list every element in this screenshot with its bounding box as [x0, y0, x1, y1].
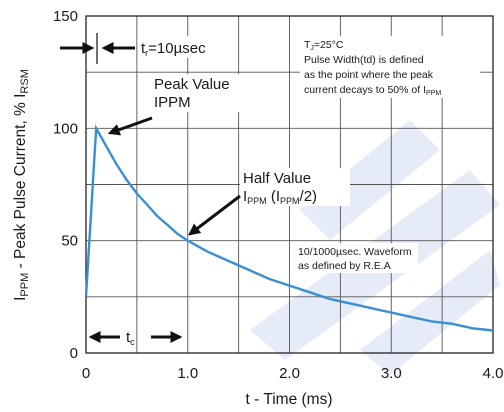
tc-main: t [126, 329, 131, 346]
x-tick-label: 4.0 [483, 365, 504, 382]
conditions-note: TJ=25°C Pulse Width(td) is defined as th… [300, 36, 480, 98]
note-line1: Pulse Width(td) is defined [304, 54, 424, 66]
y-axis-label: IPPM - Peak Pulse Current, % IRSM [12, 69, 31, 301]
y-axis-label-sub: PPM [19, 273, 31, 297]
y-tick-labels: 0 50 100 150 [53, 8, 78, 362]
waveform-note: 10/1000µsec. Waveform as defined by R.E.… [296, 243, 418, 273]
note-line2: as the point where the peak [304, 69, 434, 81]
wave-line2: as defined by R.E.A [298, 260, 391, 272]
svg-text:IPPM (IPPM/2): IPPM (IPPM/2) [243, 188, 317, 206]
note-line3-sub: PPM [426, 90, 441, 97]
y-axis-label-sub2: RSM [19, 69, 31, 93]
y-tick-label: 50 [61, 233, 78, 250]
rise-time-annotation: tr=10µsec [60, 33, 224, 64]
half-line1: Half Value [243, 170, 311, 187]
y-axis-label-main: I [12, 297, 29, 301]
y-tick-label: 150 [53, 8, 78, 25]
half-sub: PPM [247, 196, 267, 206]
svg-text:tc: tc [126, 329, 135, 347]
half-mid: (I [267, 188, 280, 205]
tr-rest: =10µsec [148, 40, 206, 57]
half-main: I [243, 188, 247, 205]
half-sub2: PPM [280, 196, 300, 206]
y-tick-label: 0 [70, 345, 78, 362]
x-tick-label: 2.0 [279, 365, 300, 382]
half-value-annotation: Half Value IPPM (IPPM/2) [188, 168, 350, 236]
peak-value-annotation: Peak Value IPPM [107, 74, 252, 136]
svg-text:current decays to 50% of IPPM: current decays to 50% of IPPM [304, 84, 441, 97]
tr-main: t [141, 40, 146, 57]
peak-line2: IPPM [154, 94, 191, 111]
plot-frame [85, 15, 494, 354]
y-tick-label: 100 [53, 120, 78, 137]
tj-sub: J [310, 45, 314, 52]
y-axis-label-rest: - Peak Pulse Current, % I [12, 94, 29, 273]
tr-sub: r [145, 48, 148, 58]
x-tick-label: 3.0 [381, 365, 402, 382]
tc-annotation: tc [88, 329, 183, 347]
waveform-line [84, 124, 494, 332]
x-tick-labels: 0 1.0 2.0 3.0 4.0 [82, 365, 504, 382]
note-line3-main: current decays to 50% of I [304, 84, 426, 96]
wave-line1: 10/1000µsec. Waveform [298, 246, 412, 258]
x-tick-label: 0 [82, 365, 90, 382]
tj-main: T [304, 39, 311, 51]
svg-text:tr=10µsec: tr=10µsec [141, 40, 206, 58]
svg-text:TJ=25°C: TJ=25°C [304, 39, 344, 52]
peak-line1: Peak Value [154, 76, 230, 93]
x-tick-label: 1.0 [177, 365, 198, 382]
tj-rest: =25°C [314, 39, 344, 51]
half-end: /2) [300, 188, 318, 205]
tc-sub: c [130, 337, 135, 347]
x-axis-label: t - Time (ms) [246, 391, 333, 408]
